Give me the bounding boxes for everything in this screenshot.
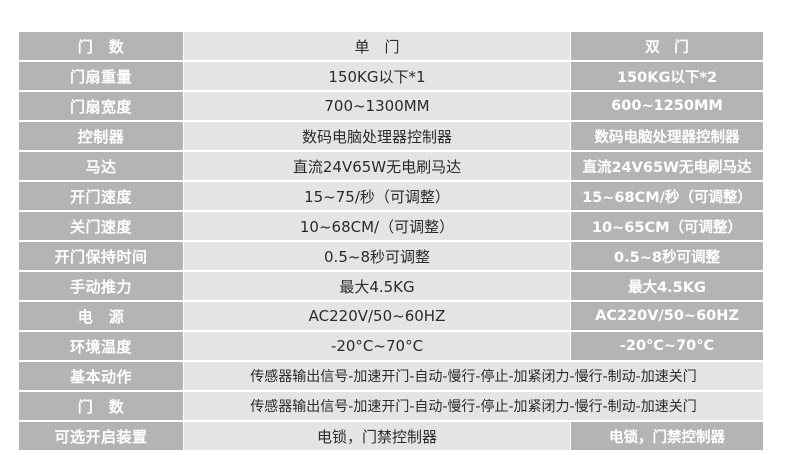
row-single-door-cell: 数码电脑处理器控制器 [184, 122, 570, 150]
table-row: 马达 直流24V65W无电刷马达 直流24V65W无电刷马达 [19, 152, 763, 180]
specifications-table: 门 数 单 门 双 门 门扇重量 150KG以下*1 150KG以下*2 门扇宽度 70… [18, 30, 764, 452]
row-double-door-cell: 15~68CM/秒（可调整） [571, 182, 763, 210]
header-cell-double-door: 双 门 [571, 32, 763, 60]
row-double-door-cell: -20°C~70°C [571, 332, 763, 360]
table-row: 门 数传感器输出信号-加速开门-自动-慢行-停止-加紧闭力-慢行-制动-加速关门 [19, 392, 763, 420]
row-double-door-cell: AC220V/50~60HZ [571, 302, 763, 330]
row-label-cell: 开门保持时间 [19, 242, 183, 270]
table-row: 门扇重量 150KG以下*1 150KG以下*2 [19, 62, 763, 90]
row-double-door-cell: 直流24V65W无电刷马达 [571, 152, 763, 180]
row-label-cell: 马达 [19, 152, 183, 180]
table-row: 门扇宽度 700~1300MM 600~1250MM [19, 92, 763, 120]
row-single-door-cell: 最大4.5KG [184, 272, 570, 300]
row-label-cell: 电 源 [19, 302, 183, 330]
row-label-cell: 开门速度 [19, 182, 183, 210]
row-label-cell: 可选开启装置 [19, 422, 183, 450]
table-row: 电 源 AC220V/50~60HZ AC220V/50~60HZ [19, 302, 763, 330]
table-row: 开门速度 15~75/秒（可调整） 15~68CM/秒（可调整） [19, 182, 763, 210]
row-double-door-cell: 600~1250MM [571, 92, 763, 120]
row-label-cell: 门扇重量 [19, 62, 183, 90]
table-row: 基本动作 传感器输出信号-加速开门-自动-慢行-停止-加紧闭力-慢行-制动-加速关… [19, 362, 763, 390]
table-row: 环境温度 -20°C~70°C -20°C~70°C [19, 332, 763, 360]
row-double-door-cell: 10~65CM（可调整） [571, 212, 763, 240]
table-row: 关门速度 10~68CM/（可调整） 10~65CM（可调整） [19, 212, 763, 240]
row-double-door-cell: 数码电脑处理器控制器 [571, 122, 763, 150]
table-header-row: 门 数 单 门 双 门 [19, 32, 763, 60]
table-body: 门 数 单 门 双 门 门扇重量 150KG以下*1 150KG以下*2 门扇宽度 70… [19, 32, 763, 450]
row-single-door-cell: AC220V/50~60HZ [184, 302, 570, 330]
row-single-door-cell: 0.5~8秒可调整 [184, 242, 570, 270]
row-single-door-cell: 700~1300MM [184, 92, 570, 120]
row-single-door-cell: 15~75/秒（可调整） [184, 182, 570, 210]
row-double-door-cell: 0.5~8秒可调整 [571, 242, 763, 270]
row-single-door-cell: -20°C~70°C [184, 332, 570, 360]
row-label-cell: 基本动作 [19, 362, 183, 390]
row-label-cell: 门扇宽度 [19, 92, 183, 120]
table-row: 手动推力 最大4.5KG 最大4.5KG [19, 272, 763, 300]
row-merged-value-cell: 传感器输出信号-加速开门-自动-慢行-停止-加紧闭力-慢行-制动-加速关门 [184, 392, 763, 420]
row-single-door-cell: 150KG以下*1 [184, 62, 570, 90]
row-merged-value-cell: 传感器输出信号-加速开门-自动-慢行-停止-加紧闭力-慢行-制动-加速关门 [184, 362, 763, 390]
row-label-cell: 环境温度 [19, 332, 183, 360]
row-double-door-cell: 电锁，门禁控制器 [571, 422, 763, 450]
row-double-door-cell: 150KG以下*2 [571, 62, 763, 90]
header-cell-single-door: 单 门 [184, 32, 570, 60]
row-label-cell: 关门速度 [19, 212, 183, 240]
row-double-door-cell: 最大4.5KG [571, 272, 763, 300]
row-label-cell: 手动推力 [19, 272, 183, 300]
table-row: 可选开启装置 电锁，门禁控制器 电锁，门禁控制器 [19, 422, 763, 450]
row-single-door-cell: 电锁，门禁控制器 [184, 422, 570, 450]
row-single-door-cell: 直流24V65W无电刷马达 [184, 152, 570, 180]
table-row: 开门保持时间 0.5~8秒可调整 0.5~8秒可调整 [19, 242, 763, 270]
row-single-door-cell: 10~68CM/（可调整） [184, 212, 570, 240]
header-cell-label: 门 数 [19, 32, 183, 60]
table-row: 控制器 数码电脑处理器控制器 数码电脑处理器控制器 [19, 122, 763, 150]
row-label-cell: 门 数 [19, 392, 183, 420]
row-label-cell: 控制器 [19, 122, 183, 150]
